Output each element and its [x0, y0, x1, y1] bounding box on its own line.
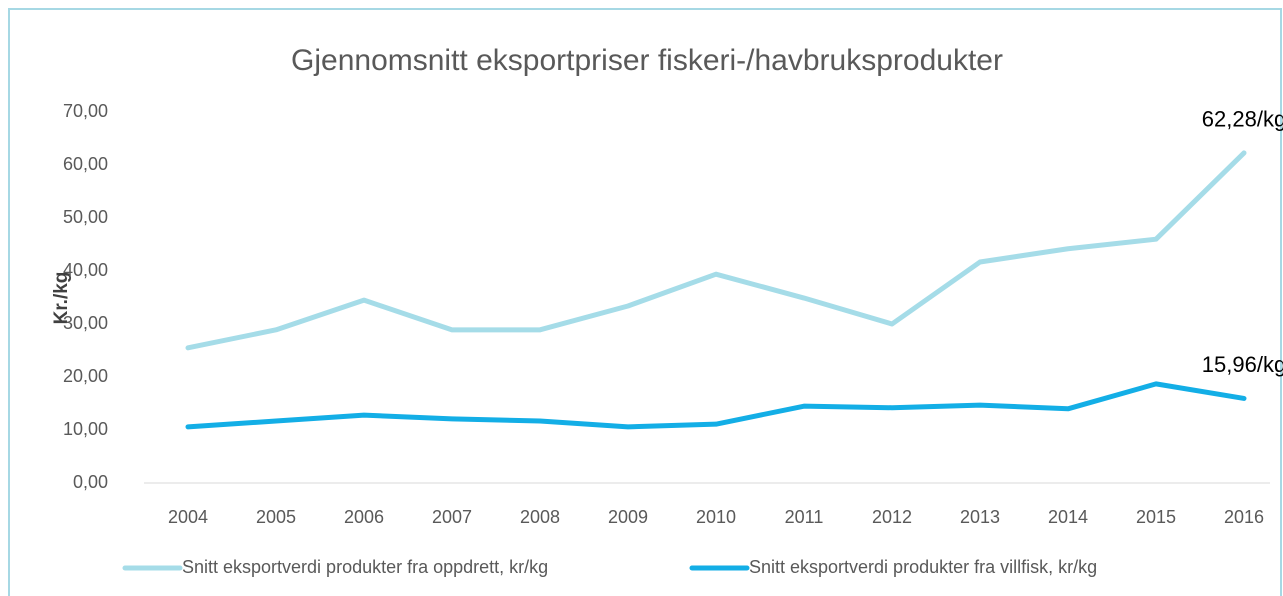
y-tick-label: 10,00 [63, 419, 108, 439]
y-tick-label: 50,00 [63, 207, 108, 227]
data-label: 15,96/kg [1202, 352, 1283, 377]
y-tick-label: 60,00 [63, 154, 108, 174]
x-tick-label: 2006 [344, 507, 384, 527]
x-tick-label: 2015 [1136, 507, 1176, 527]
x-tick-label: 2016 [1224, 507, 1264, 527]
y-tick-label: 30,00 [63, 313, 108, 333]
series-line [185, 381, 1247, 430]
y-tick-label: 20,00 [63, 366, 108, 386]
x-tick-label: 2005 [256, 507, 296, 527]
x-tick-label: 2012 [872, 507, 912, 527]
y-tick-label: 40,00 [63, 260, 108, 280]
y-tick-label: 70,00 [63, 101, 108, 121]
data-label: 62,28/kg [1202, 107, 1283, 132]
chart-title: Gjennomsnitt eksportpriser fiskeri-/havb… [291, 44, 1003, 77]
x-tick-label: 2009 [608, 507, 648, 527]
x-tick-label: 2007 [432, 507, 472, 527]
x-tick-label: 2010 [696, 507, 736, 527]
series-line [185, 150, 1247, 351]
x-tick-label: 2013 [960, 507, 1000, 527]
x-tick-label: 2011 [785, 507, 824, 527]
x-tick-label: 2008 [520, 507, 560, 527]
chart-border [8, 8, 1282, 596]
y-axis-label: Kr./kg [51, 272, 72, 325]
y-tick-label: 0,00 [73, 472, 108, 492]
legend-label: Snitt eksportverdi produkter fra oppdret… [182, 557, 548, 577]
legend-label: Snitt eksportverdi produkter fra villfis… [749, 557, 1097, 577]
x-tick-label: 2004 [168, 507, 208, 527]
x-tick-label: 2014 [1048, 507, 1088, 527]
